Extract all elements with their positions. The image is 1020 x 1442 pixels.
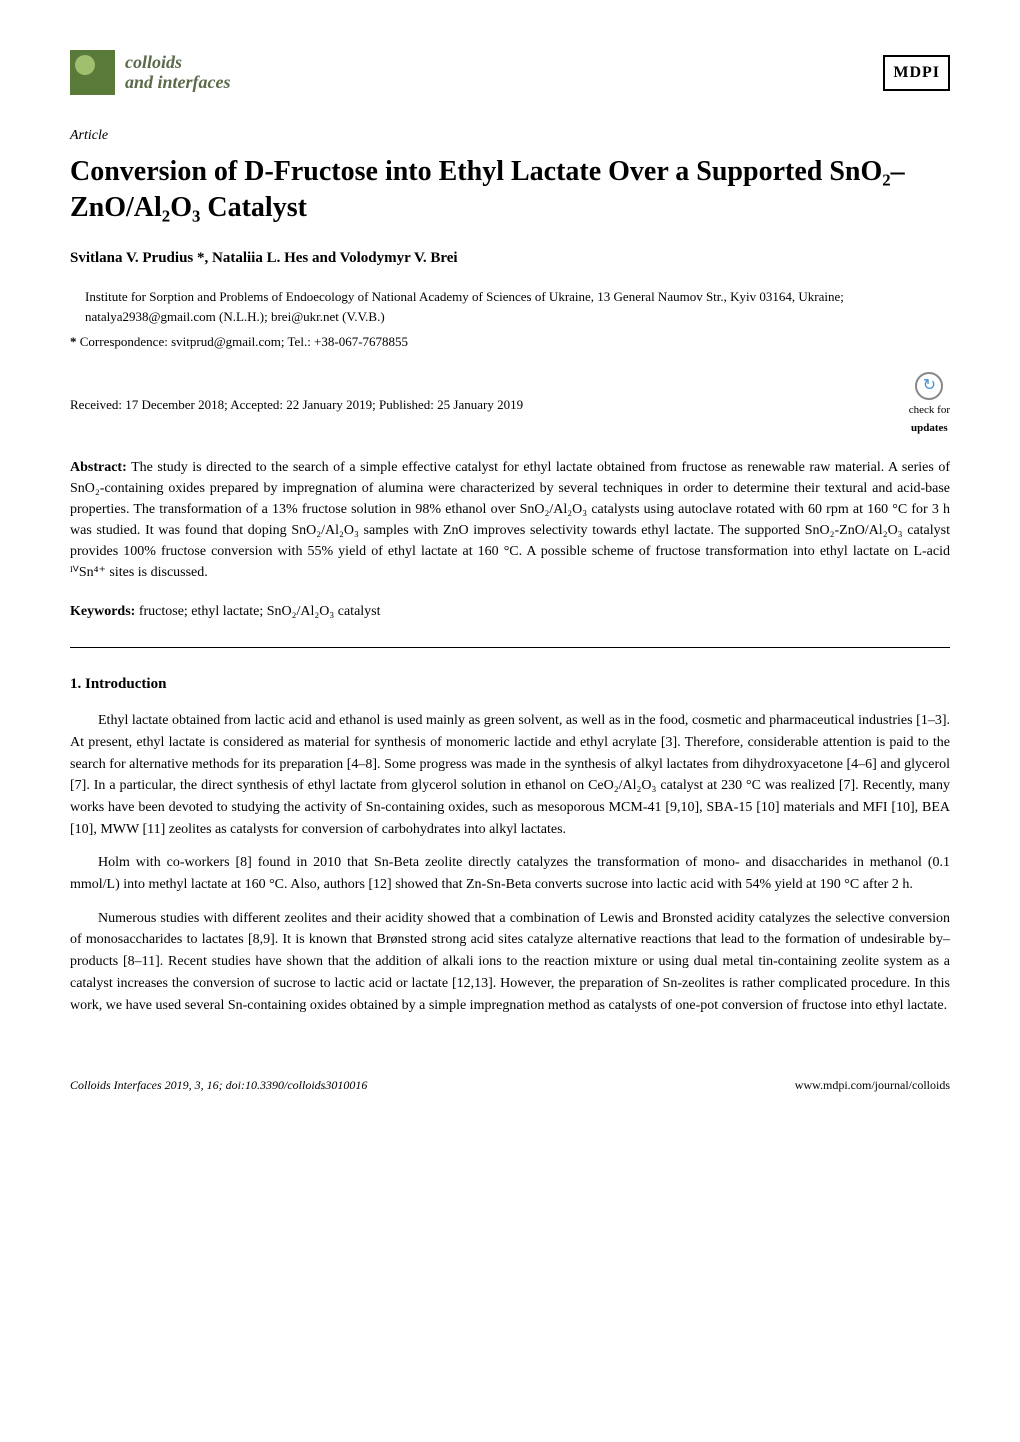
journal-name-line1: colloids [125,53,231,73]
paragraph-3: Numerous studies with different zeolites… [70,908,950,1016]
authors: Svitlana V. Prudius *, Nataliia L. Hes a… [70,247,950,270]
section-heading-introduction: 1. Introduction [70,673,950,696]
journal-name-line2: and interfaces [125,73,231,93]
divider [70,647,950,648]
footer: Colloids Interfaces 2019, 3, 16; doi:10.… [70,1076,950,1094]
correspondence-text: Correspondence: svitprud@gmail.com; Tel.… [80,334,408,349]
paragraph-1: Ethyl lactate obtained from lactic acid … [70,710,950,840]
publisher-logo: MDPI [883,55,950,91]
paragraph-2: Holm with co-workers [8] found in 2010 t… [70,852,950,895]
abstract-text: The study is directed to the search of a… [70,460,950,580]
article-title: Conversion of D-Fructose into Ethyl Lact… [70,154,950,227]
abstract-label: Abstract: [70,460,127,475]
check-updates-badge[interactable]: ↻ check for updates [909,372,950,437]
check-updates-icon: ↻ [915,372,943,400]
footer-citation: Colloids Interfaces 2019, 3, 16; doi:10.… [70,1076,367,1094]
footer-url: www.mdpi.com/journal/colloids [795,1076,950,1094]
journal-name: colloids and interfaces [125,53,231,93]
check-updates-line1: check for [909,402,950,419]
correspondence: * Correspondence: svitprud@gmail.com; Te… [70,332,950,352]
logo-icon [70,50,115,95]
keywords: Keywords: fructose; ethyl lactate; SnO₂/… [70,601,950,622]
header: colloids and interfaces MDPI [70,50,950,95]
dates-row: Received: 17 December 2018; Accepted: 22… [70,372,950,437]
abstract: Abstract: The study is directed to the s… [70,457,950,583]
publication-dates: Received: 17 December 2018; Accepted: 22… [70,395,523,415]
affiliation: Institute for Sorption and Problems of E… [70,287,950,326]
check-updates-line2: updates [911,420,948,437]
journal-logo: colloids and interfaces [70,50,231,95]
correspondence-asterisk: * [70,334,77,349]
article-type: Article [70,125,950,146]
keywords-text: fructose; ethyl lactate; SnO₂/Al₂O₃ cata… [139,604,381,619]
keywords-label: Keywords: [70,604,135,619]
